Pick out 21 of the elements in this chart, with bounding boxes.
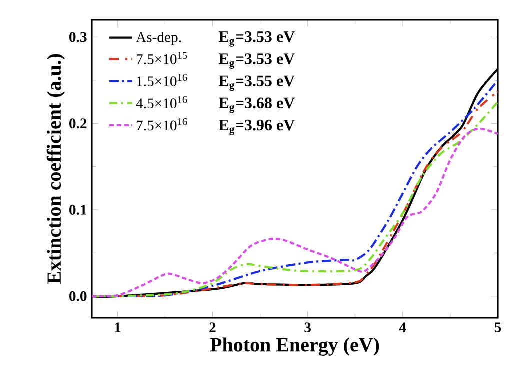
annotation: E$_{g}$=3.53 eV	[218, 32, 295, 47]
x-tick-label: 3	[304, 322, 312, 333]
y-tick-label: 0.1	[70, 205, 87, 215]
y-tick-label: 0.3	[70, 32, 87, 42]
y-axis-title: Extinction coefficient (a.u.)	[46, 54, 66, 284]
legend-label: 7.5×10$^{15}$	[136, 52, 188, 64]
x-tick-label: 2	[210, 322, 216, 332]
x-tick-label: 4	[399, 322, 406, 332]
x-tick-label: 1	[115, 322, 121, 332]
y-tick-label: 0.0	[70, 291, 87, 302]
legend-label: 4.5×10$^{16}$	[136, 96, 188, 109]
annotation: E$_{g}$=3.96 eV	[218, 120, 295, 136]
y-tick-label: 0.2	[70, 118, 87, 129]
legend-label: As-dep.	[136, 32, 182, 46]
legend-label: 1.5×10$^{16}$	[137, 74, 188, 87]
annotation: E$_{g}$=3.68 eV	[218, 98, 295, 114]
annotation: E$_{g}$=3.55 eV	[218, 76, 295, 92]
x-axis-title: Photon Energy (eV)	[210, 338, 380, 356]
legend-label: 7.5×10$^{16}$	[136, 118, 188, 131]
x-tick-label: 5	[494, 322, 502, 332]
annotation: E$_{g}$=3.53 eV	[218, 54, 295, 69]
